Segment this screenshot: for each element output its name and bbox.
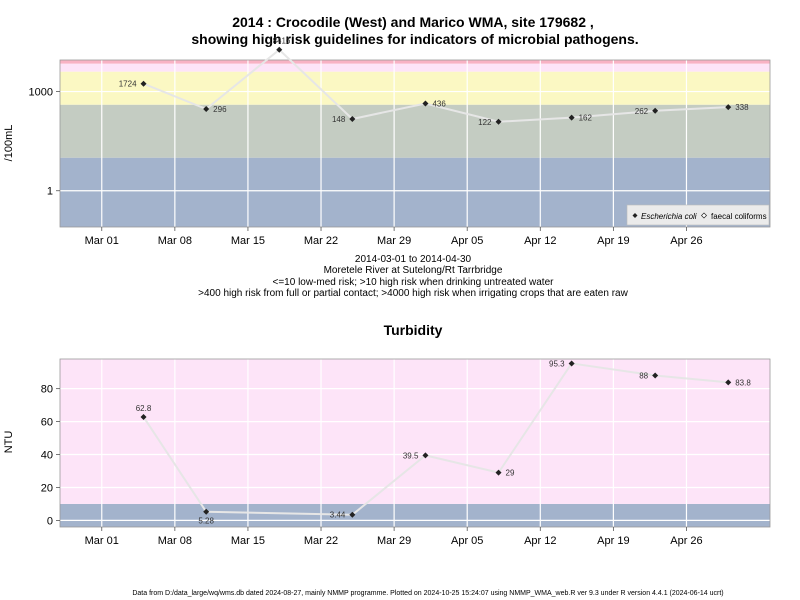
chart2-point-2 <box>349 511 356 518</box>
chart1-point-label-6: 162 <box>579 114 593 123</box>
chart2-point-label-0: 62.8 <box>136 404 152 413</box>
chart1-point-7 <box>652 107 659 114</box>
chart2-point-label-7: 83.8 <box>735 378 751 387</box>
chart1-point-label-4: 436 <box>432 99 446 108</box>
chart2-point-1 <box>203 508 210 515</box>
chart2-point-label-1: 5.28 <box>198 517 214 526</box>
chart2-xtick-label-2: Mar 15 <box>231 535 265 547</box>
chart1-point-4 <box>422 100 429 107</box>
chart2-band-0 <box>60 503 770 527</box>
chart1-xtick-label-2: Mar 15 <box>231 235 265 247</box>
chart1-point-2 <box>276 46 283 53</box>
subtitle-guideline-drinking: <=10 low-med risk; >10 high risk when dr… <box>273 277 555 288</box>
chart2-ylabel: NTU <box>3 431 15 454</box>
chart1-band-3 <box>60 63 770 72</box>
chart1-ytick-label-1: 1000 <box>29 87 53 99</box>
legend-faecal-marker <box>701 212 707 219</box>
chart1-point-label-8: 338 <box>735 103 749 112</box>
chart2-series-line-0 <box>142 362 729 516</box>
chart2-point-label-4: 29 <box>506 469 515 478</box>
chart2-xtick-label-5: Apr 05 <box>451 535 483 547</box>
chart1-xtick-label-4: Mar 29 <box>377 235 411 247</box>
chart1-point-3 <box>349 115 356 122</box>
chart2-point-4 <box>495 469 502 476</box>
subtitle-period: 2014-03-01 to 2014-04-30 <box>355 254 472 265</box>
chart1-title-line1: 2014 : Crocodile (West) and Marico WMA, … <box>232 14 594 30</box>
chart2-point-6 <box>652 372 659 379</box>
chart2-xtick-label-1: Mar 08 <box>158 535 192 547</box>
chart1-ylabel: /100mL <box>3 125 15 162</box>
chart2-frame <box>59 358 771 528</box>
chart1-point-1 <box>203 106 210 113</box>
chart2-point-3 <box>422 452 429 459</box>
legend-ecoli-label: Escherichia coli <box>641 212 697 221</box>
subtitle-guideline-contact: >400 high risk from full or partial cont… <box>198 288 628 299</box>
chart1-legend: Escherichia coli faecal coliforms <box>626 204 770 226</box>
subtitle-site: Moretele River at Sutelong/Rt Tarrbridge <box>324 265 503 276</box>
chart1-band-2 <box>60 71 770 105</box>
chart1-point-label-2: 18416 <box>268 37 291 46</box>
chart2-xtick-label-6: Apr 12 <box>524 535 556 547</box>
chart2-ytick-label-3: 60 <box>41 417 53 429</box>
chart1-point-label-0: 1724 <box>119 80 137 89</box>
chart1-xtick-label-6: Apr 12 <box>524 235 556 247</box>
chart2-xtick-label-7: Apr 19 <box>597 535 629 547</box>
chart2-point-label-2: 3.44 <box>330 511 346 520</box>
footer-note: Data from D:/data_large/wq/wms.db dated … <box>132 590 723 597</box>
chart1-frame <box>59 59 771 228</box>
chart2-ytick-label-0: 0 <box>47 515 53 527</box>
chart1-xtick-label-1: Mar 08 <box>158 235 192 247</box>
chart1-ytick-label-0: 1 <box>47 186 53 198</box>
chart1-point-label-1: 296 <box>213 105 227 114</box>
chart2-point-0 <box>140 413 147 420</box>
legend-box <box>626 204 770 226</box>
chart2-title: Turbidity <box>384 322 443 338</box>
chart1-xtick-label-3: Mar 22 <box>304 235 338 247</box>
chart2-xtick-label-0: Mar 01 <box>85 535 119 547</box>
chart2-point-5 <box>568 360 575 367</box>
chart2-point-label-3: 39.5 <box>403 451 419 460</box>
chart2-band-1 <box>60 359 770 504</box>
chart1-band-1 <box>60 104 770 158</box>
chart2-xtick-label-8: Apr 26 <box>670 535 702 547</box>
legend-ecoli-marker <box>632 213 638 218</box>
chart1-point-6 <box>568 114 575 121</box>
chart2-xtick-label-3: Mar 22 <box>304 535 338 547</box>
chart1-point-label-3: 148 <box>332 115 346 124</box>
chart2-xtick-label-4: Mar 29 <box>377 535 411 547</box>
chart2-ytick-label-2: 40 <box>41 450 53 462</box>
chart2-panel: 0 20 40 60 80 Mar 01 Mar 08 Mar 15 Mar 22 Mar 29 A… <box>41 358 771 547</box>
chart1-point-5 <box>495 118 502 125</box>
chart1-point-8 <box>725 104 732 111</box>
chart1-xtick-label-0: Mar 01 <box>85 235 119 247</box>
chart2-point-7 <box>725 379 732 386</box>
legend-faecal-label: faecal coliforms <box>711 212 767 221</box>
chart1-point-0 <box>140 80 147 87</box>
chart1-xtick-label-8: Apr 26 <box>670 235 702 247</box>
chart2-ytick-label-4: 80 <box>41 384 53 396</box>
chart1-xtick-label-5: Apr 05 <box>451 235 483 247</box>
chart1-band-4 <box>60 60 770 64</box>
chart1-point-label-7: 262 <box>635 107 649 116</box>
chart1-point-label-5: 122 <box>478 118 492 127</box>
chart2-point-label-5: 95.3 <box>549 359 565 368</box>
chart1-xtick-label-7: Apr 19 <box>597 235 629 247</box>
chart2-ytick-label-1: 20 <box>41 482 53 494</box>
chart1-title-line2: showing high risk guidelines for indicat… <box>191 31 638 47</box>
chart2-point-label-6: 88 <box>639 371 648 380</box>
chart1-panel: 1 1000 Mar 01 Mar 08 Mar 15 Mar 22 Mar 29 Apr 0… <box>29 37 771 247</box>
